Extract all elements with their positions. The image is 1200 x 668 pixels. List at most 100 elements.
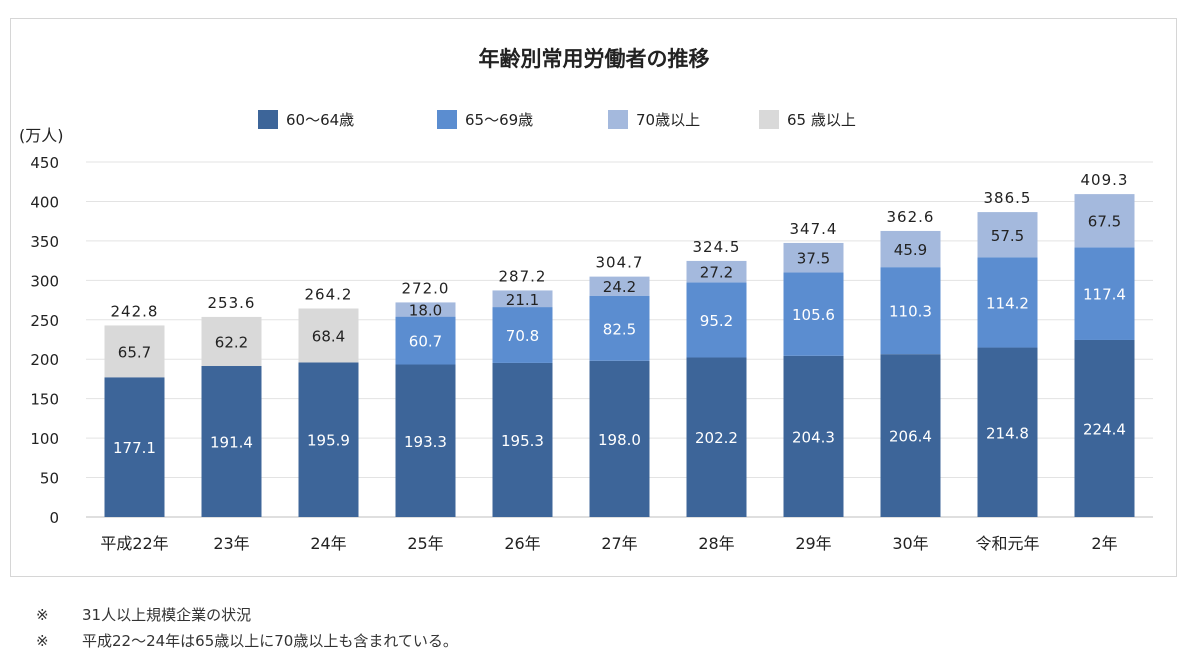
bar-segment [104, 377, 165, 517]
bar-value-label: 60.7 [409, 333, 442, 351]
bar-segment [686, 357, 747, 517]
x-tick-label: 令和元年 [975, 534, 1039, 553]
footnotes: ※ 31人以上規模企業の状況 ※ 平成22～24年は65歳以上に70歳以上も含ま… [36, 602, 458, 654]
bar-value-label: 24.2 [603, 278, 636, 296]
bar-value-label: 68.4 [312, 327, 345, 345]
bar-segment [201, 316, 262, 367]
x-tick-label: 30年 [892, 534, 928, 553]
x-tick-label: 27年 [601, 534, 637, 553]
bar-total-label: 409.3 [1081, 171, 1129, 189]
legend-swatch [258, 110, 278, 129]
bar-segment [395, 364, 456, 517]
legend-label: 65～69歳 [465, 111, 533, 129]
chart-frame: 年齢別常用労働者の推移 60～64歳 65～69歳 70歳以上 65 歳以上 (万人) 0 5… [10, 18, 1177, 577]
bar-segment [880, 267, 941, 355]
y-tick-label: 300 [30, 272, 59, 290]
bar-value-label: 114.2 [986, 295, 1029, 313]
bar-segment [783, 242, 844, 273]
bar-segment [395, 316, 456, 365]
bar-value-label: 21.1 [506, 291, 539, 309]
bar-segment [977, 212, 1038, 258]
legend-swatch [437, 110, 457, 129]
bar-value-label: 70.8 [506, 327, 539, 345]
bar-segment [589, 276, 650, 296]
bar-value-label: 195.9 [307, 432, 350, 450]
note-mark: ※ [36, 606, 49, 624]
bar-value-label: 204.3 [792, 428, 835, 446]
bar-segment [298, 362, 359, 517]
bar-total-label: 386.5 [984, 189, 1032, 207]
footnote-1: ※ 31人以上規模企業の状況 [36, 602, 458, 628]
legend-swatch [608, 110, 628, 129]
bar-value-label: 95.2 [700, 312, 733, 330]
bar-value-label: 57.5 [991, 227, 1024, 245]
bar-segment [492, 290, 553, 308]
bar-total-label: 347.4 [790, 220, 838, 238]
legend-label: 70歳以上 [636, 111, 700, 129]
bar-segment [589, 360, 650, 517]
y-tick-label: 50 [40, 470, 59, 488]
x-tick-label: 25年 [407, 534, 443, 553]
bar-total-label: 362.6 [887, 208, 935, 226]
y-axis-label: (万人) [19, 126, 64, 145]
bar-segment [492, 307, 553, 363]
bar-segment [686, 282, 747, 358]
legend-swatch [759, 110, 779, 129]
bar-value-label: 177.1 [113, 439, 156, 457]
bar-value-label: 45.9 [894, 241, 927, 259]
bar-value-label: 117.4 [1083, 286, 1126, 304]
legend-label: 60～64歳 [286, 111, 354, 129]
note-mark: ※ [36, 632, 49, 650]
bar-value-label: 82.5 [603, 320, 636, 338]
y-tick-label: 200 [30, 351, 59, 369]
bar-segment [201, 366, 262, 517]
bar-segment [298, 308, 359, 363]
x-tick-label: 23年 [213, 534, 249, 553]
footnote-2: ※ 平成22～24年は65歳以上に70歳以上も含まれている。 [36, 628, 458, 654]
legend-label: 65 歳以上 [787, 111, 856, 129]
y-tick-label: 250 [30, 312, 59, 330]
bar-segment [395, 302, 456, 317]
bar-value-label: 224.4 [1083, 420, 1126, 438]
bar-value-label: 65.7 [118, 343, 151, 361]
y-tick-label: 450 [30, 154, 59, 172]
bar-total-label: 304.7 [596, 254, 644, 272]
x-tick-label: 24年 [310, 534, 346, 553]
x-tick-label: 29年 [795, 534, 831, 553]
bar-value-label: 67.5 [1088, 213, 1121, 231]
bar-segment [880, 230, 941, 268]
note-text: 平成22～24年は65歳以上に70歳以上も含まれている。 [82, 632, 458, 650]
bar-segment [589, 295, 650, 361]
bar-segment [977, 347, 1038, 517]
bar-segment [1074, 247, 1135, 340]
note-text: 31人以上規模企業の状況 [82, 606, 252, 624]
bar-segment [492, 362, 553, 517]
bar-value-label: 105.6 [792, 306, 835, 324]
x-tick-label: 26年 [504, 534, 540, 553]
bar-segment [880, 354, 941, 517]
bar-total-label: 287.2 [499, 267, 547, 285]
bar-total-label: 272.0 [402, 279, 450, 297]
y-tick-label: 100 [30, 430, 59, 448]
bar-value-label: 214.8 [986, 424, 1029, 442]
bar-value-label: 62.2 [215, 333, 248, 351]
x-tick-label: 2年 [1091, 534, 1117, 553]
bar-value-label: 206.4 [889, 428, 932, 446]
bar-value-label: 18.0 [409, 302, 442, 320]
bar-segment [1074, 339, 1135, 517]
bar-value-label: 191.4 [210, 434, 253, 452]
bar-value-label: 27.2 [700, 264, 733, 282]
bar-total-label: 264.2 [305, 285, 353, 303]
x-tick-label: 28年 [698, 534, 734, 553]
bar-segment [686, 260, 747, 283]
bar-value-label: 193.3 [404, 433, 447, 451]
bar-segment [977, 257, 1038, 348]
y-tick-label: 150 [30, 391, 59, 409]
bar-value-label: 37.5 [797, 250, 830, 268]
bar-value-label: 195.3 [501, 432, 544, 450]
bar-segment [783, 355, 844, 517]
y-tick-label: 0 [49, 509, 59, 527]
bar-value-label: 202.2 [695, 429, 738, 447]
bar-segment [1074, 194, 1135, 248]
stacked-bar-chart: 年齢別常用労働者の推移 60～64歳 65～69歳 70歳以上 65 歳以上 (万人) 0 5… [19, 47, 1153, 553]
